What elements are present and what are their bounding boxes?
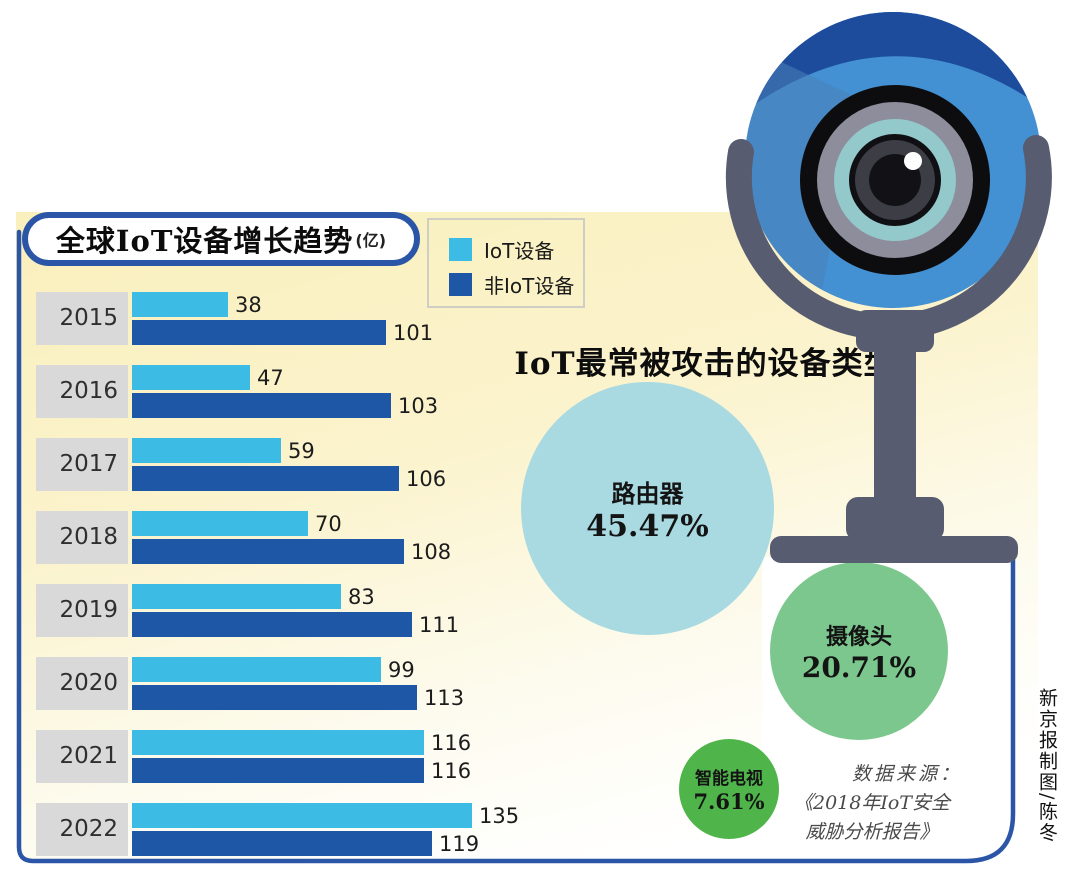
bar-value-label: 38 (235, 293, 262, 317)
year-label: 2016 (36, 365, 128, 418)
year-label: 2022 (36, 803, 128, 856)
bubble-smart-tv-label: 智能电视 (695, 769, 763, 789)
growth-chart-unit: (亿) (355, 231, 387, 250)
year-label: 2018 (36, 511, 128, 564)
year-group-2020: 2020 99 113 (36, 657, 636, 710)
non-iot-bar-2021 (132, 758, 424, 783)
bubble-smart-tv: 智能电视 7.61% (679, 739, 779, 839)
growth-bar-chart: 2015 38 101 2016 47 103 2017 59 106 2018 70 108 2019… (36, 292, 636, 876)
non-iot-bar-2020 (132, 685, 417, 710)
year-label: 2021 (36, 730, 128, 783)
credit-caption: 新京报制图/陈冬 (1036, 688, 1058, 844)
attack-chart-title: IoT最常被攻击的设备类型 (514, 346, 896, 382)
bar-value-label: 106 (406, 467, 447, 491)
webcam-top-cap (745, 12, 1041, 115)
bubble-router-value: 45.47% (586, 508, 709, 544)
iot-bar-2020 (132, 657, 381, 682)
data-source-note: 数据来源： 《2018年IoT安全 威胁分析报告》 (782, 760, 962, 847)
legend-label-non-iot: 非IoT设备 (484, 273, 575, 298)
year-group-2016: 2016 47 103 (36, 365, 636, 418)
legend-swatch-non-iot (449, 272, 472, 296)
iot-bar-2017 (132, 438, 281, 463)
bar-value-label: 108 (411, 540, 452, 564)
growth-chart-title-pill: 全球IoT设备增长趋势 (亿) (22, 212, 420, 266)
non-iot-bar-2019 (132, 612, 412, 637)
source-line-3: 威胁分析报告》 (805, 821, 939, 843)
non-iot-bar-2017 (132, 466, 399, 491)
source-line-1: 数据来源： (851, 763, 962, 785)
iot-bar-2019 (132, 584, 341, 609)
legend-label-iot: IoT设备 (484, 238, 555, 263)
bar-value-label: 135 (479, 804, 520, 828)
year-group-2021: 2021 116 116 (36, 730, 636, 783)
source-line-2: 《2018年IoT安全 (794, 792, 950, 814)
bar-value-label: 111 (419, 613, 460, 637)
bar-value-label: 70 (315, 512, 342, 536)
non-iot-bar-2015 (132, 320, 386, 345)
year-group-2018: 2018 70 108 (36, 511, 636, 564)
bubble-router: 路由器 45.47% (521, 382, 774, 635)
year-group-2022: 2022 135 119 (36, 803, 636, 856)
legend-item-non-iot: 非IoT设备 (449, 272, 575, 298)
growth-chart-title: 全球IoT设备增长趋势 (55, 224, 354, 258)
bubble-camera: 摄像头 20.71% (770, 562, 948, 740)
year-label: 2015 (36, 292, 128, 345)
non-iot-bar-2016 (132, 393, 391, 418)
year-group-2017: 2017 59 106 (36, 438, 636, 491)
bar-value-label: 47 (257, 366, 284, 390)
bar-value-label: 99 (388, 658, 415, 682)
bubble-camera-value: 20.71% (801, 650, 917, 684)
bubble-camera-label: 摄像头 (825, 623, 892, 650)
non-iot-bar-2022 (132, 831, 432, 856)
non-iot-bar-2018 (132, 539, 404, 564)
year-label: 2017 (36, 438, 128, 491)
iot-bar-2016 (132, 365, 250, 390)
bar-value-label: 59 (288, 439, 315, 463)
year-group-2019: 2019 83 111 (36, 584, 636, 637)
bar-value-label: 83 (348, 585, 375, 609)
year-label: 2019 (36, 584, 128, 637)
bar-value-label: 101 (393, 321, 434, 345)
bar-value-label: 116 (431, 731, 472, 755)
legend: IoT设备 非IoT设备 (427, 218, 585, 308)
iot-bar-2021 (132, 730, 424, 755)
legend-swatch-iot (449, 237, 472, 261)
lens-highlight-dot (904, 152, 922, 170)
bar-value-label: 116 (431, 759, 472, 783)
bubble-router-label: 路由器 (611, 478, 684, 508)
iot-bar-2022 (132, 803, 472, 828)
year-label: 2020 (36, 657, 128, 710)
iot-bar-2015 (132, 292, 228, 317)
bar-value-label: 119 (439, 832, 480, 856)
iot-bar-2018 (132, 511, 308, 536)
bubble-smart-tv-value: 7.61% (693, 789, 765, 814)
bar-value-label: 103 (398, 394, 439, 418)
legend-item-iot: IoT设备 (449, 237, 555, 263)
year-group-2015: 2015 38 101 (36, 292, 636, 345)
bar-value-label: 113 (424, 686, 465, 710)
